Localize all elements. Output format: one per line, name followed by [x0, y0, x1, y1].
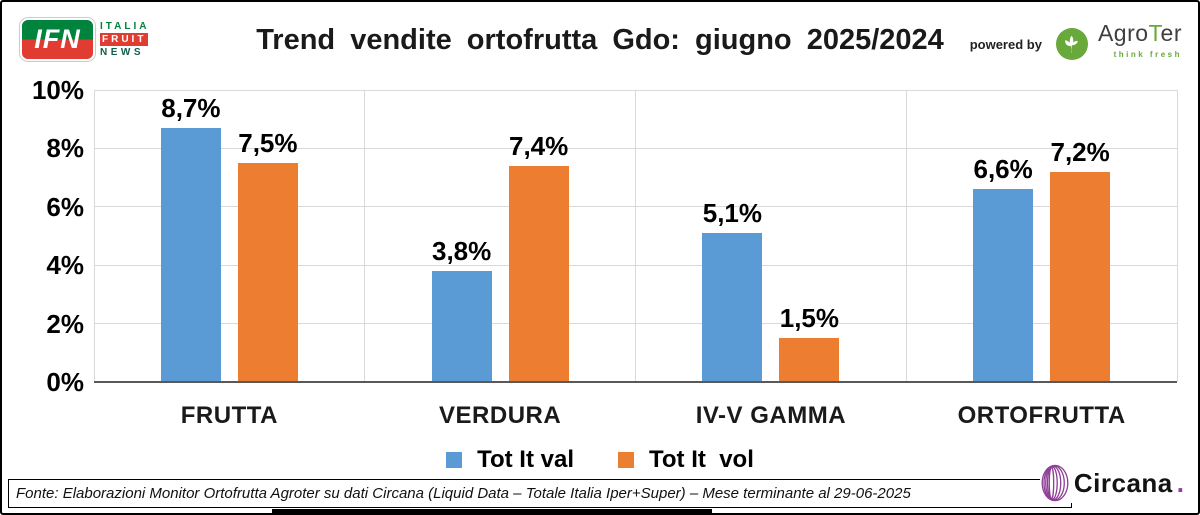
powered-by-label: powered by	[969, 36, 1042, 52]
bar-value-label-tot-it-vol-frutta: 7,5%	[238, 128, 298, 158]
y-axis-tick-label: 8%	[46, 133, 84, 164]
circana-dot: .	[1176, 467, 1184, 498]
ifn-wordmark: ITALIA FRUIT NEWS	[100, 20, 149, 59]
circana-sphere-icon	[1041, 464, 1069, 502]
source-note-box: Fonte: Elaborazioni Monitor Ortofrutta A…	[8, 479, 1072, 508]
category-label-iv-v-gamma: IV-V GAMMA	[695, 402, 847, 429]
legend-label-vol: Tot It vol	[649, 446, 754, 473]
ifn-word-italia: ITALIA	[100, 21, 150, 32]
ifn-badge-text: IFN	[34, 24, 81, 54]
bar-value-label-tot-it-val-frutta: 8,7%	[161, 92, 221, 123]
agroter-wordmark: AgroTer think fresh	[1098, 22, 1182, 66]
bar-tot-it-vol-verdura	[508, 165, 569, 382]
bar-tot-it-vol-ortofrutta	[1050, 171, 1111, 382]
bar-value-label-tot-it-vol-iv-v-gamma: 1,5%	[779, 303, 839, 334]
gridline-vertical	[635, 90, 636, 382]
bar-tot-it-val-verdura	[431, 271, 492, 382]
bar-value-label-tot-it-val-ortofrutta: 6,6%	[973, 154, 1033, 185]
y-axis-tick-label: 2%	[46, 308, 84, 339]
gridline-vertical	[364, 90, 366, 382]
chart-title: Trend vendite ortofrutta Gdo: giugno 202…	[256, 24, 944, 56]
ifn-word-news: NEWS	[100, 47, 144, 58]
bottom-bar	[272, 509, 712, 513]
gridline-vertical	[93, 90, 95, 382]
agroter-name: AgroTer	[1097, 20, 1182, 46]
legend-swatch-vol-icon	[618, 452, 634, 468]
bar-tot-it-vol-iv-v-gamma	[779, 338, 840, 382]
legend-swatch-val-icon	[446, 452, 463, 468]
ifn-logo: IFN ITALIA FRUIT NEWS	[20, 18, 149, 61]
source-note: Fonte: Elaborazioni Monitor Ortofrutta A…	[16, 485, 911, 502]
y-axis-tick-label: 10%	[31, 75, 84, 105]
gridline-vertical	[1176, 90, 1178, 382]
agroter-tagline: think fresh	[1113, 50, 1182, 59]
legend-item-vol: Tot It vol	[618, 446, 754, 474]
bar-tot-it-val-ortofrutta	[973, 189, 1034, 382]
category-label-verdura: VERDURA	[439, 402, 562, 429]
category-label-ortofrutta: ORTOFRUTTA	[957, 402, 1126, 429]
circana-logo: Circana.	[1039, 463, 1184, 503]
bar-tot-it-val-frutta	[160, 127, 221, 382]
legend-label-val: Tot It val	[477, 446, 574, 473]
x-axis-line	[94, 381, 1177, 383]
bar-value-label-tot-it-vol-ortofrutta: 7,2%	[1050, 136, 1110, 167]
circana-wordmark: Circana	[1073, 467, 1173, 498]
bar-tot-it-val-iv-v-gamma	[702, 233, 763, 382]
agroter-tree-icon	[1055, 28, 1088, 60]
y-axis-tick-label: 4%	[46, 250, 84, 281]
bar-tot-it-vol-frutta	[237, 163, 298, 382]
legend-item-val: Tot It val	[446, 446, 574, 474]
gridline-vertical	[905, 90, 907, 382]
chart-legend: Tot It val Tot It vol	[2, 446, 1198, 474]
category-label-frutta: FRUTTA	[180, 402, 278, 429]
y-axis-tick-label: 0%	[46, 367, 84, 397]
agroter-logo: powered by AgroTer think fresh	[970, 22, 1182, 66]
y-axis-tick-label: 6%	[46, 191, 84, 222]
bar-value-label-tot-it-val-verdura: 3,8%	[431, 236, 492, 267]
ifn-badge-icon: IFN	[20, 18, 95, 61]
bar-value-label-tot-it-vol-verdura: 7,4%	[508, 130, 569, 161]
ifn-word-fruit: FRUIT	[100, 33, 149, 46]
bar-value-label-tot-it-val-iv-v-gamma: 5,1%	[702, 198, 762, 229]
